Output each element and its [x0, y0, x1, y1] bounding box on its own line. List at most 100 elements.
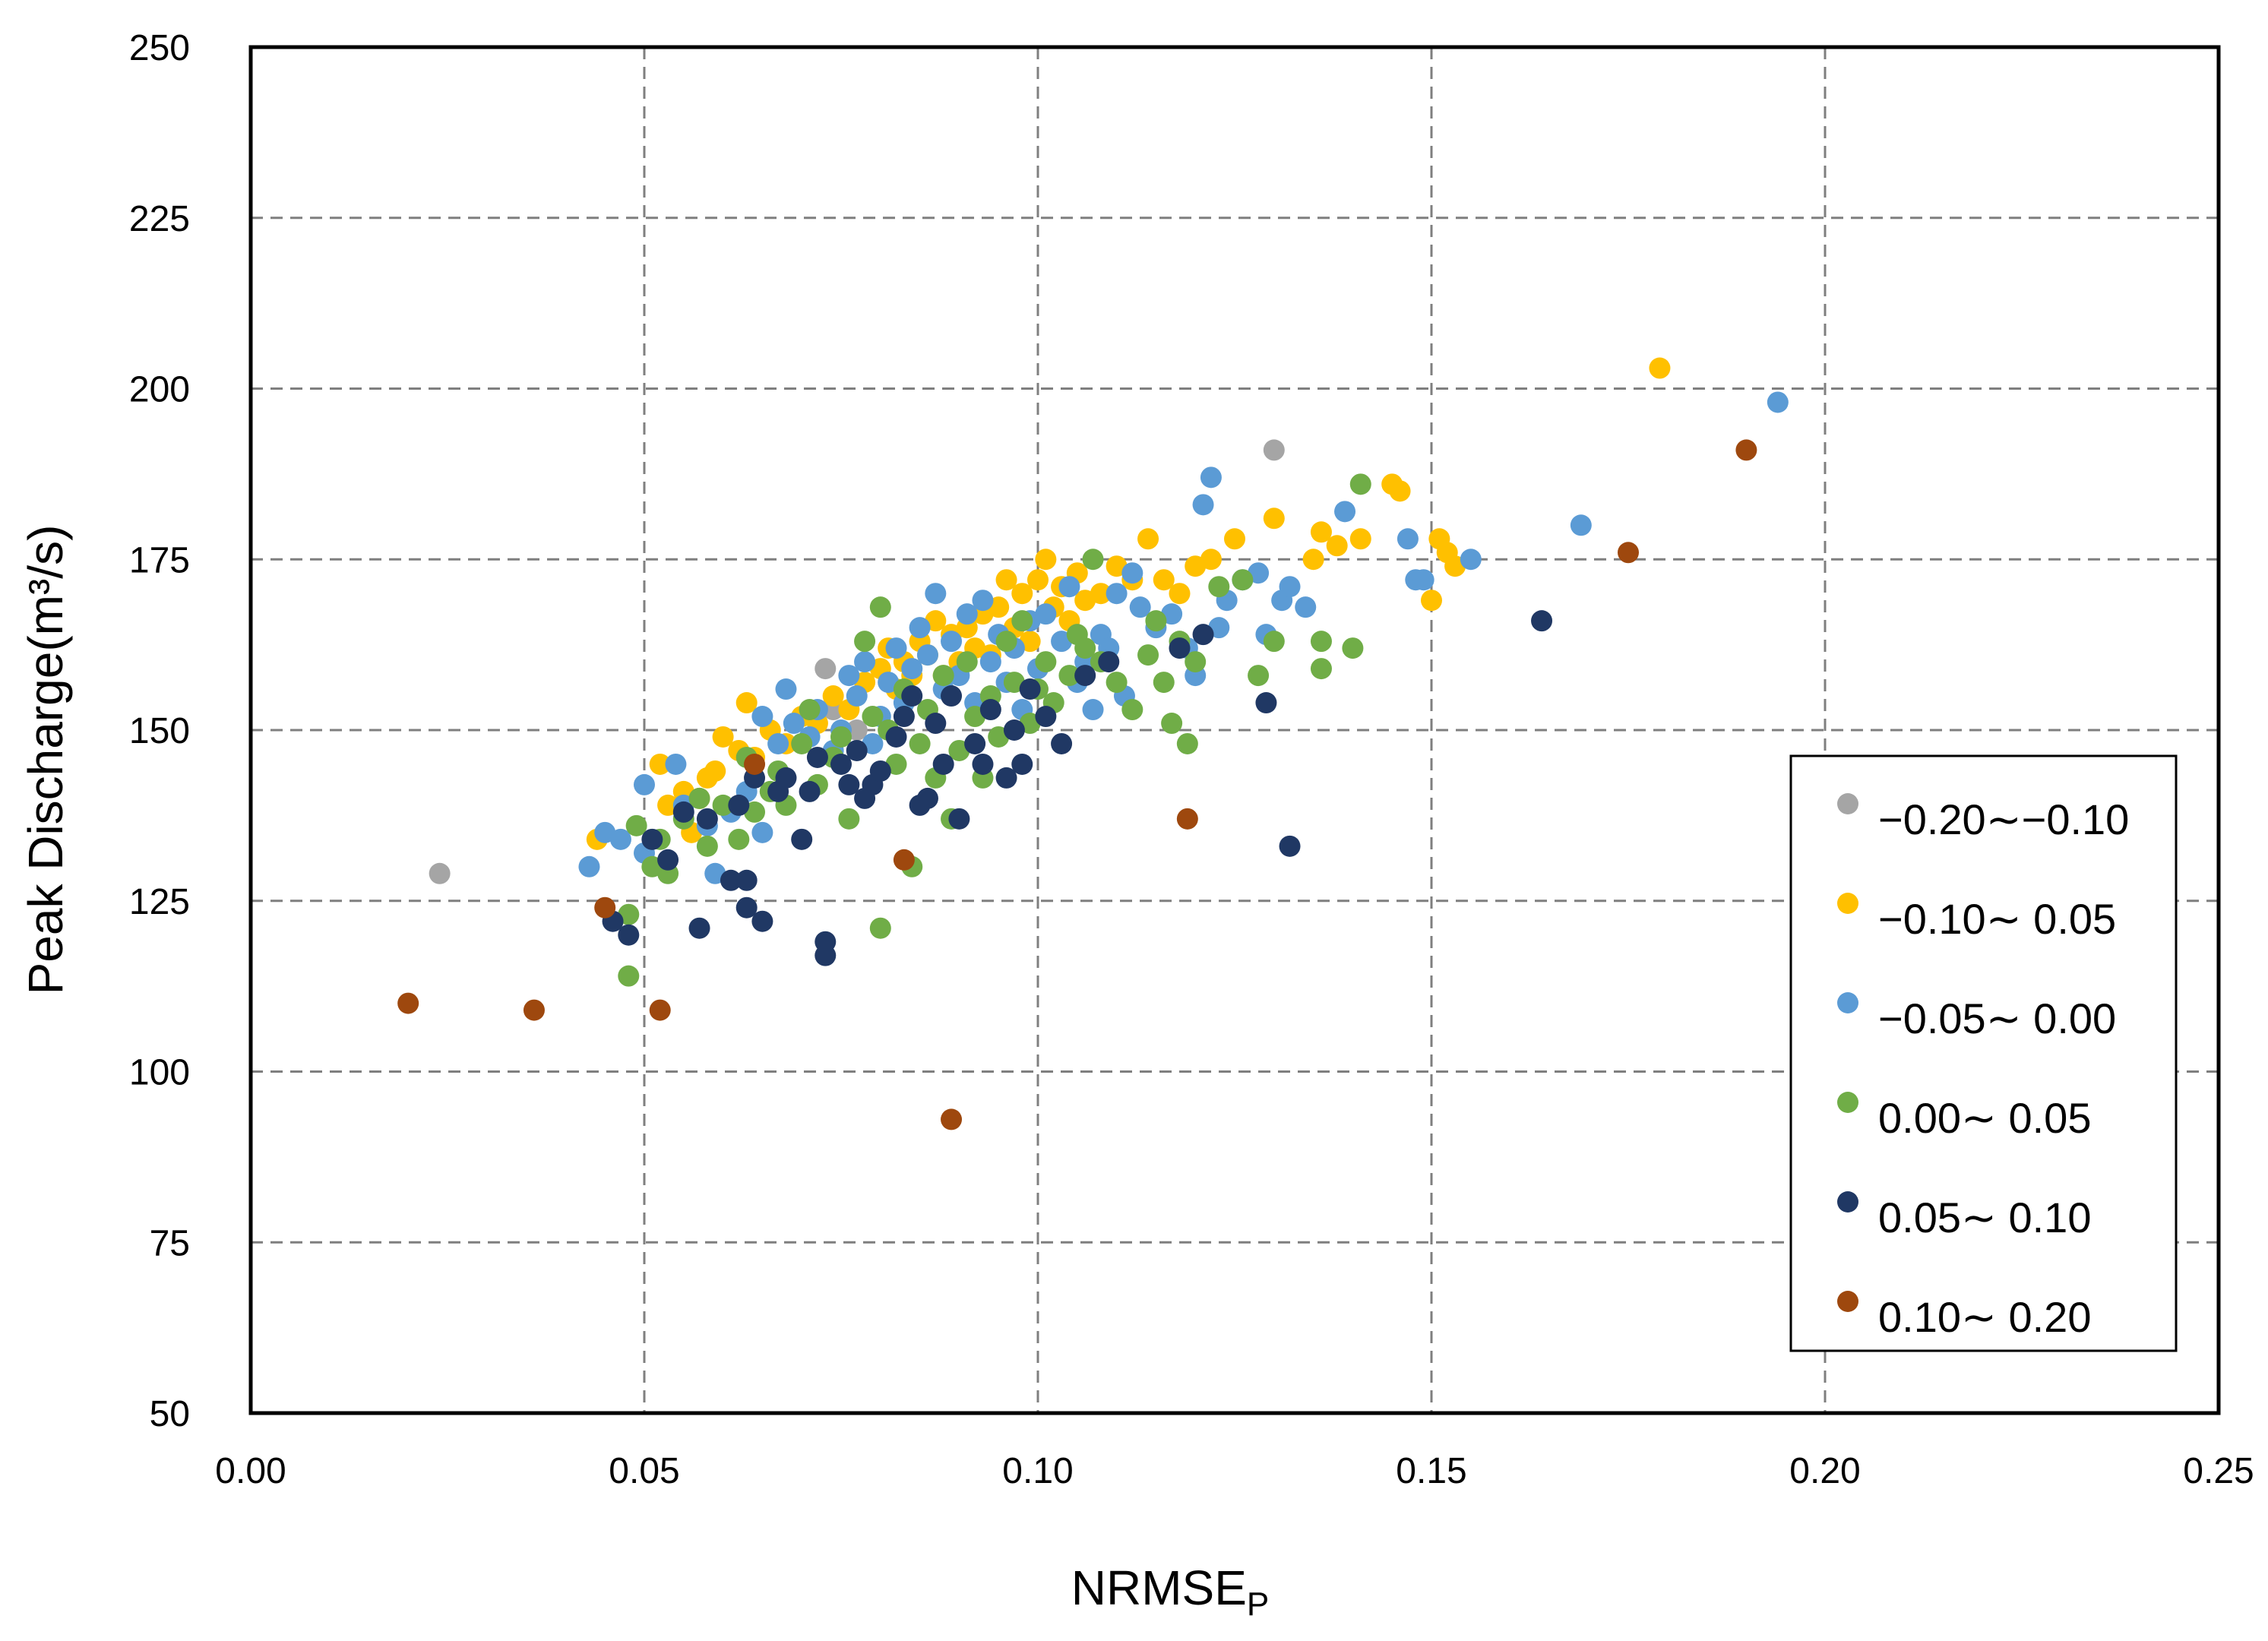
legend-label: −0.05∼ 0.00 [1878, 994, 2116, 1042]
data-point [783, 713, 805, 735]
data-point [688, 787, 710, 809]
data-point [1161, 713, 1183, 735]
data-point [941, 1108, 963, 1130]
data-point [1098, 651, 1120, 673]
y-tick-label: 125 [129, 882, 190, 922]
data-point [1767, 391, 1789, 413]
legend-label: −0.10∼ 0.05 [1878, 895, 2116, 943]
data-point [916, 787, 938, 809]
data-point [775, 767, 797, 789]
legend-label: −0.20∼−0.10 [1878, 795, 2129, 843]
data-point [1302, 549, 1324, 571]
data-point [838, 665, 860, 687]
data-point [1649, 357, 1671, 379]
data-point [618, 965, 640, 987]
data-point [1106, 583, 1128, 605]
data-point [869, 917, 891, 939]
data-point [948, 808, 970, 830]
data-point [1192, 494, 1214, 516]
data-point [956, 651, 978, 673]
data-point [830, 726, 852, 748]
x-tick-label: 0.15 [1396, 1451, 1466, 1491]
data-point [1421, 590, 1442, 612]
data-point [1011, 753, 1033, 775]
data-point [1295, 596, 1317, 618]
data-point [735, 692, 758, 714]
data-point [909, 732, 931, 754]
y-axis-title: Peak Discharge(m³/s) [18, 525, 73, 995]
x-axis-title-subscript: P [1247, 1586, 1269, 1623]
data-point [767, 732, 789, 754]
legend-item: −0.05∼ 0.00 [1837, 992, 2116, 1042]
data-point [972, 590, 994, 612]
data-point [799, 780, 821, 802]
data-point [1334, 501, 1356, 523]
data-point [1342, 637, 1364, 659]
y-tick-label: 50 [150, 1394, 190, 1434]
data-point [1326, 535, 1348, 557]
data-point [979, 651, 1001, 673]
x-tick-label: 0.05 [609, 1451, 679, 1491]
data-point [1074, 665, 1096, 687]
data-point [625, 814, 647, 836]
data-point [618, 924, 640, 946]
data-point [916, 644, 938, 666]
data-point [1618, 542, 1639, 564]
data-point [941, 685, 963, 707]
data-point [641, 828, 663, 850]
data-point [822, 685, 844, 707]
data-point [1176, 808, 1198, 830]
data-point [1153, 672, 1175, 694]
x-axis-title-main: NRMSE [1071, 1560, 1247, 1615]
data-point [523, 999, 545, 1021]
data-point [791, 732, 813, 754]
data-point [1027, 569, 1049, 591]
data-point [1003, 719, 1025, 741]
data-point [1137, 644, 1159, 666]
data-point [1185, 651, 1207, 673]
data-point [815, 944, 837, 966]
data-point [657, 849, 679, 871]
data-point [830, 753, 852, 775]
y-tick-label: 150 [129, 711, 190, 751]
data-point [846, 739, 868, 761]
data-point [995, 631, 1017, 653]
data-points [397, 357, 1789, 1130]
data-point [1349, 473, 1371, 495]
data-point [1011, 610, 1033, 632]
data-point [1051, 732, 1073, 754]
data-point [1531, 610, 1553, 632]
data-point [1169, 583, 1191, 605]
data-point [1121, 699, 1143, 721]
data-point [972, 753, 994, 775]
data-point [649, 753, 671, 775]
plot-area-border [248, 45, 2221, 1415]
data-point [1310, 631, 1332, 653]
data-point [1121, 562, 1143, 584]
data-point [941, 631, 963, 653]
series-5 [397, 439, 1757, 1130]
data-point [735, 869, 758, 891]
legend-items: −0.20∼−0.10 −0.10∼ 0.05 −0.05∼ 0.00 0.00∼ 0… [1837, 793, 2129, 1341]
data-point [751, 706, 773, 728]
data-point [1224, 528, 1245, 550]
data-point [1011, 583, 1033, 605]
data-point [1035, 706, 1057, 728]
data-point [775, 678, 797, 700]
data-point [979, 699, 1001, 721]
data-point [838, 773, 860, 795]
series-2 [578, 391, 1789, 884]
data-point [893, 706, 915, 728]
data-point [806, 746, 828, 768]
legend-marker [1837, 992, 1858, 1013]
x-axis-ticks: 0.00 0.05 0.10 0.15 0.20 0.25 [215, 1451, 2254, 1491]
data-point [1263, 507, 1285, 530]
y-tick-label: 225 [129, 199, 190, 239]
data-point [751, 910, 773, 932]
data-point [995, 767, 1017, 789]
data-point [862, 706, 884, 728]
data-point [1310, 658, 1332, 680]
data-point [815, 658, 837, 680]
data-point [1169, 637, 1191, 659]
